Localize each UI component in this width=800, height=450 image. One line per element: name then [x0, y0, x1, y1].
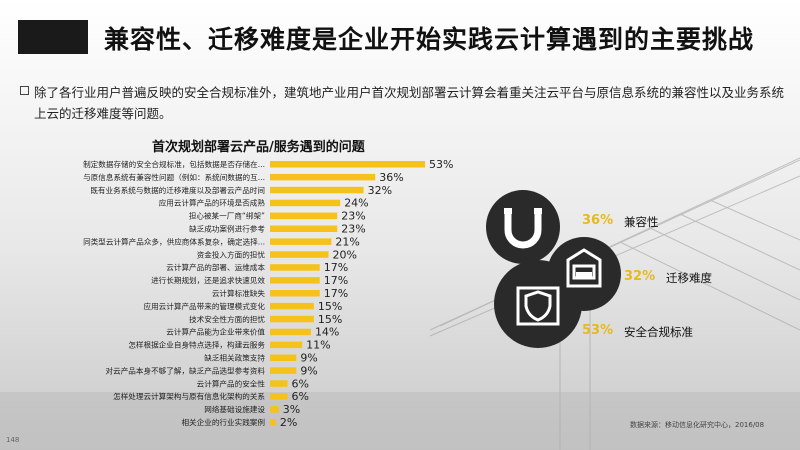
title-accent-bar — [18, 20, 88, 54]
category-label: 资金投入方面的担忧 — [197, 249, 266, 259]
value-label: 32% — [368, 184, 392, 197]
value-label: 6% — [292, 390, 309, 403]
value-label: 11% — [306, 339, 330, 352]
bar — [270, 380, 288, 387]
category-label: 既有业务系统与数据的迁移难度以及部署云产品时间 — [90, 185, 265, 195]
category-label: 缺乏成功案例进行参考 — [189, 224, 265, 234]
category-label: 对云产品本身不够了解，缺乏产品选型参考资料 — [106, 365, 266, 375]
category-label: 制定数据存储的安全合规标准，包括数据是否存储在... — [83, 159, 265, 169]
category-label: 缺乏相关政策支持 — [204, 353, 265, 363]
bar — [270, 251, 329, 258]
value-label: 23% — [341, 223, 365, 236]
value-label: 17% — [324, 274, 348, 287]
bar — [270, 264, 320, 271]
bar — [270, 302, 314, 310]
callout-circles — [486, 190, 621, 348]
category-label: 同类型云计算产品众多，供应商体系复杂，确定选择... — [83, 236, 265, 246]
shield-window-icon — [516, 286, 560, 326]
bar-chart: 制定数据存储的安全合规标准，包括数据是否存储在... 53% 与原信息系统有兼容性问… — [83, 158, 453, 429]
value-label: 53% — [429, 158, 453, 171]
value-label: 9% — [300, 364, 317, 377]
bar — [270, 315, 314, 323]
garage-car-icon — [566, 248, 602, 288]
bar — [270, 161, 425, 168]
intro-paragraph: 除了各行业用户普遍反映的安全合规标准外，建筑地产业用户首次规划部署云计算会着重关… — [20, 82, 785, 124]
category-label: 云计算产品的部署、运维成本 — [166, 262, 265, 272]
value-label: 9% — [300, 352, 317, 365]
bar — [270, 212, 338, 220]
value-label: 21% — [335, 235, 359, 248]
value-label: 23% — [341, 210, 365, 223]
bar — [270, 277, 320, 284]
value-label: 20% — [332, 248, 356, 261]
magnet-icon — [504, 210, 542, 249]
callout-pct-compatibility: 36% — [582, 213, 614, 228]
page-number: 148 — [6, 436, 20, 444]
callout-circle-security — [494, 260, 582, 348]
category-label: 相关企业的行业实践案例 — [181, 417, 265, 427]
bar — [270, 393, 288, 400]
bar — [270, 290, 320, 297]
category-label: 怎样处理云计算架构与原有信息化架构的关系 — [113, 391, 265, 401]
bar — [270, 199, 341, 207]
bar — [270, 406, 279, 413]
value-label: 24% — [344, 197, 368, 210]
category-label: 与原信息系统有兼容性问题（例如：系统间数据的互... — [83, 172, 265, 182]
value-label: 3% — [283, 403, 300, 416]
callout-label-migration: 迁移难度 — [666, 271, 712, 285]
bar — [270, 328, 311, 336]
value-label: 2% — [280, 416, 297, 429]
category-label: 云计算标准缺失 — [212, 288, 266, 298]
callout-pct-security: 53% — [582, 323, 614, 338]
chart-title: 首次规划部署云产品/服务遇到的问题 — [152, 140, 365, 155]
bar — [270, 225, 338, 232]
bar — [270, 354, 297, 361]
value-label: 17% — [324, 287, 348, 300]
value-label: 17% — [324, 261, 348, 274]
data-source: 数据来源：移动信息化研究中心，2016/08 — [630, 421, 765, 429]
value-label: 36% — [379, 171, 403, 184]
bar — [270, 186, 364, 194]
value-label: 15% — [318, 313, 342, 326]
callout-label-compatibility: 兼容性 — [624, 215, 659, 229]
category-label: 担心被某一厂商“绑架” — [189, 211, 265, 221]
category-label: 进行长期规划，还是追求快速见效 — [151, 275, 265, 285]
bar — [270, 238, 332, 245]
bar — [270, 341, 303, 349]
bullet-square-icon — [20, 86, 29, 95]
value-label: 6% — [292, 377, 309, 390]
category-label: 技术安全性方面的担忧 — [189, 314, 265, 324]
bar — [270, 367, 297, 374]
category-label: 应用云计算产品带来的管理模式变化 — [144, 301, 266, 311]
category-label: 云计算产品的安全性 — [197, 378, 266, 388]
category-label: 应用云计算产品的环境是否成熟 — [159, 198, 266, 208]
callout-pct-migration: 32% — [624, 269, 656, 284]
page-title: 兼容性、迁移难度是企业开始实践云计算遇到的主要挑战 — [104, 25, 755, 54]
category-label: 云计算产品能为企业带来价值 — [166, 327, 265, 337]
bar — [270, 173, 376, 181]
category-label: 网络基础设施建设 — [204, 404, 265, 414]
intro-text: 除了各行业用户普遍反映的安全合规标准外，建筑地产业用户首次规划部署云计算会着重关… — [34, 85, 785, 121]
value-label: 14% — [315, 326, 339, 339]
callout-label-security: 安全合规标准 — [624, 325, 693, 339]
category-label: 怎样根据企业自身特点选择，构建云服务 — [128, 340, 265, 350]
bar — [270, 419, 276, 426]
value-label: 15% — [318, 300, 342, 313]
callout-circle-compatibility — [486, 190, 560, 264]
